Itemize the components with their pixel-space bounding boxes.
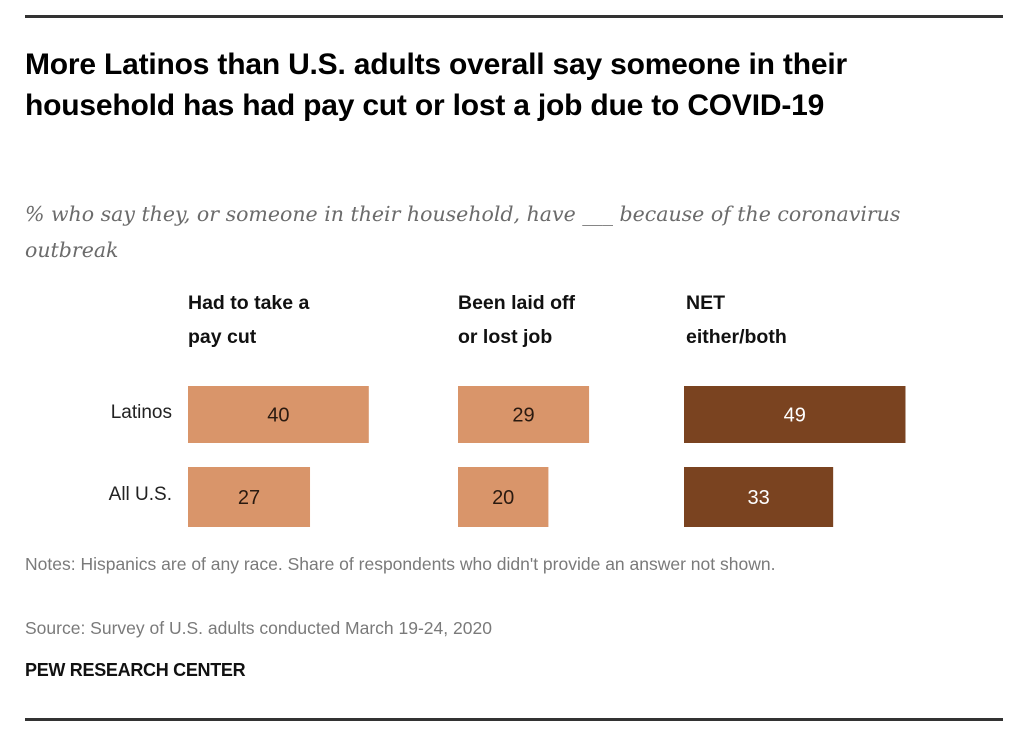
column-header-line: or lost job bbox=[458, 326, 553, 348]
bar-net-all-us bbox=[684, 467, 834, 527]
bar-pay-cut-all-us bbox=[188, 467, 311, 527]
chart-notes: Notes: Hispanics are of any race. Share … bbox=[25, 554, 776, 574]
column-header-line: NET bbox=[686, 292, 725, 314]
data-label-laid-off-latinos: 29 bbox=[512, 405, 534, 427]
row-label-latinos: Latinos bbox=[110, 402, 172, 423]
row-label-all-us: All U.S. bbox=[108, 484, 172, 505]
column-header-line: Had to take a bbox=[188, 292, 310, 314]
data-label-pay-cut-all-us: 27 bbox=[238, 487, 260, 509]
bar-net-latinos bbox=[684, 386, 906, 443]
column-header-line: Been laid off bbox=[458, 292, 576, 314]
column-header-pay-cut: Had to take a pay cut bbox=[188, 286, 309, 354]
bottom-rule bbox=[25, 718, 1003, 721]
data-label-pay-cut-latinos: 40 bbox=[267, 405, 289, 427]
column-header-line: pay cut bbox=[188, 326, 257, 348]
data-label-net-latinos: 49 bbox=[784, 405, 806, 427]
column-header-net: NET either/both bbox=[686, 286, 787, 354]
chart-subtitle: % who say they, or someone in their hous… bbox=[25, 202, 901, 262]
top-rule bbox=[25, 15, 1003, 18]
brand-logo-text: PEW RESEARCH CENTER bbox=[25, 660, 246, 680]
data-label-net-all-us: 33 bbox=[747, 487, 769, 509]
column-header-line: either/both bbox=[686, 326, 787, 348]
column-header-laid-off: Been laid off or lost job bbox=[458, 286, 575, 354]
bar-laid-off-all-us bbox=[458, 467, 549, 527]
chart-source: Source: Survey of U.S. adults conducted … bbox=[25, 618, 492, 638]
bar-pay-cut-latinos bbox=[188, 386, 369, 443]
data-label-laid-off-all-us: 20 bbox=[492, 487, 514, 509]
bar-laid-off-latinos bbox=[458, 386, 590, 443]
chart-title: More Latinos than U.S. adults overall sa… bbox=[25, 48, 847, 122]
